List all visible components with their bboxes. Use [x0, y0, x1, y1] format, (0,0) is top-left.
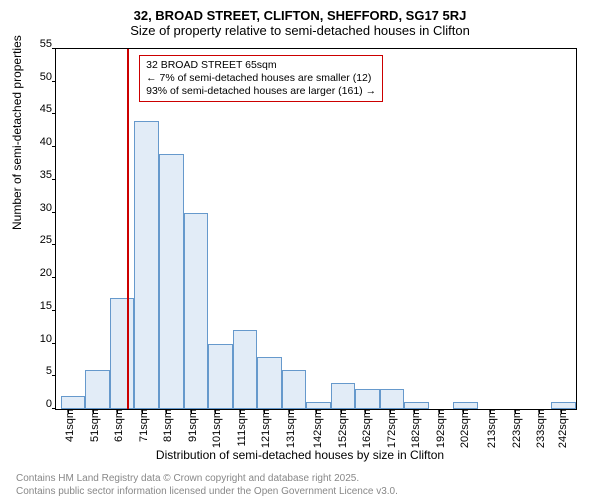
x-tick-mark — [166, 409, 167, 413]
x-axis-label: Distribution of semi-detached houses by … — [0, 448, 600, 462]
y-tick-label: 10 — [22, 333, 56, 345]
x-tick-label: 223sqm — [507, 409, 523, 448]
x-tick-mark — [515, 409, 516, 413]
y-tick-label: 45 — [22, 103, 56, 115]
x-tick-mark — [414, 409, 415, 413]
histogram-bar — [233, 330, 258, 409]
marker-line — [127, 49, 129, 409]
y-tick-mark — [52, 113, 56, 114]
x-tick-mark — [240, 409, 241, 413]
histogram-bar — [110, 298, 135, 409]
y-tick-label: 20 — [22, 267, 56, 279]
x-tick-mark — [142, 409, 143, 413]
footer: Contains HM Land Registry data © Crown c… — [0, 473, 600, 498]
y-tick-mark — [52, 310, 56, 311]
x-tick-label: 121sqm — [256, 409, 272, 448]
y-tick-mark — [52, 81, 56, 82]
x-tick-mark — [490, 409, 491, 413]
x-tick-label: 71sqm — [134, 409, 150, 442]
x-tick-mark — [117, 409, 118, 413]
chart-container: 32, BROAD STREET, CLIFTON, SHEFFORD, SG1… — [0, 0, 600, 500]
y-tick-label: 0 — [22, 398, 56, 410]
y-tick-label: 5 — [22, 365, 56, 377]
histogram-bar — [306, 402, 331, 409]
x-tick-mark — [365, 409, 366, 413]
x-tick-mark — [191, 409, 192, 413]
histogram-bar — [61, 396, 86, 409]
x-tick-label: 192sqm — [431, 409, 447, 448]
chart-title-sub: Size of property relative to semi-detach… — [0, 23, 600, 42]
footer-line2: Contains public sector information licen… — [16, 486, 600, 499]
annotation-line3: 93% of semi-detached houses are larger (… — [146, 85, 376, 98]
x-tick-label: 131sqm — [281, 409, 297, 448]
y-tick-mark — [52, 146, 56, 147]
y-tick-mark — [52, 375, 56, 376]
x-tick-mark — [463, 409, 464, 413]
chart-title-main: 32, BROAD STREET, CLIFTON, SHEFFORD, SG1… — [0, 0, 600, 23]
histogram-bar — [282, 370, 307, 409]
x-tick-label: 233sqm — [531, 409, 547, 448]
x-tick-mark — [439, 409, 440, 413]
y-tick-mark — [52, 343, 56, 344]
x-tick-mark — [539, 409, 540, 413]
x-tick-mark — [341, 409, 342, 413]
y-tick-mark — [52, 179, 56, 180]
y-tick-label: 40 — [22, 136, 56, 148]
histogram-bar — [184, 213, 209, 409]
x-tick-mark — [93, 409, 94, 413]
y-tick-mark — [52, 212, 56, 213]
x-tick-label: 162sqm — [357, 409, 373, 448]
histogram-bar — [453, 402, 478, 409]
histogram-bar — [355, 389, 380, 409]
y-tick-mark — [52, 48, 56, 49]
x-tick-label: 242sqm — [553, 409, 569, 448]
x-tick-label: 152sqm — [333, 409, 349, 448]
plot-area: 32 BROAD STREET 65sqm ← 7% of semi-detac… — [55, 48, 577, 410]
histogram-bar — [159, 154, 184, 409]
x-tick-label: 91sqm — [183, 409, 199, 442]
histogram-bar — [134, 121, 159, 409]
x-tick-mark — [316, 409, 317, 413]
x-tick-label: 213sqm — [482, 409, 498, 448]
histogram-bar — [208, 344, 233, 409]
histogram-bar — [85, 370, 110, 409]
annotation-box: 32 BROAD STREET 65sqm ← 7% of semi-detac… — [139, 55, 383, 102]
y-tick-mark — [52, 277, 56, 278]
x-tick-mark — [264, 409, 265, 413]
y-tick-mark — [52, 408, 56, 409]
x-tick-label: 111sqm — [232, 409, 248, 447]
x-tick-label: 41sqm — [60, 409, 76, 442]
annotation-line1: 32 BROAD STREET 65sqm — [146, 59, 376, 72]
y-tick-mark — [52, 244, 56, 245]
x-tick-mark — [561, 409, 562, 413]
x-tick-label: 51sqm — [85, 409, 101, 442]
x-tick-label: 202sqm — [455, 409, 471, 448]
x-tick-label: 61sqm — [109, 409, 125, 442]
y-tick-label: 25 — [22, 234, 56, 246]
y-tick-label: 50 — [22, 71, 56, 83]
histogram-bar — [404, 402, 429, 409]
x-tick-label: 142sqm — [308, 409, 324, 448]
y-tick-label: 35 — [22, 169, 56, 181]
x-tick-label: 101sqm — [207, 409, 223, 448]
x-tick-mark — [289, 409, 290, 413]
x-tick-mark — [68, 409, 69, 413]
x-tick-label: 182sqm — [406, 409, 422, 448]
y-tick-label: 30 — [22, 202, 56, 214]
y-tick-label: 15 — [22, 300, 56, 312]
annotation-line2: ← 7% of semi-detached houses are smaller… — [146, 72, 376, 85]
x-tick-mark — [390, 409, 391, 413]
footer-line1: Contains HM Land Registry data © Crown c… — [16, 473, 600, 486]
y-tick-label: 55 — [22, 38, 56, 50]
x-tick-mark — [215, 409, 216, 413]
histogram-bar — [551, 402, 576, 409]
histogram-bar — [257, 357, 282, 409]
histogram-bar — [380, 389, 405, 409]
x-tick-label: 172sqm — [382, 409, 398, 448]
histogram-bar — [331, 383, 356, 409]
x-tick-label: 81sqm — [158, 409, 174, 442]
